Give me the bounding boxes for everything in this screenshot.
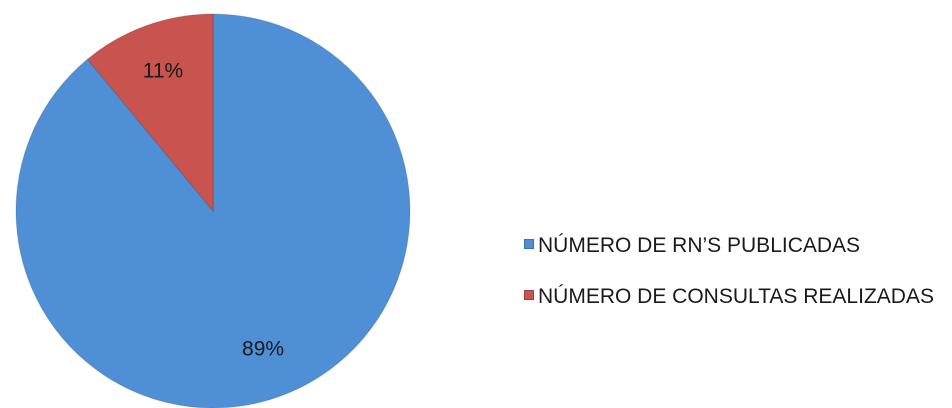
- legend-item: NÚMERO DE CONSULTAS REALIZADAS: [524, 284, 950, 309]
- data-label: 11%: [143, 60, 183, 83]
- legend-label: NÚMERO DE CONSULTAS REALIZADAS: [538, 285, 934, 308]
- legend-label: NÚMERO DE RN’S PUBLICADAS: [538, 234, 861, 257]
- pie-slice: [86, 13, 214, 213]
- data-label: 89%: [242, 338, 284, 361]
- legend-swatch: [524, 290, 534, 300]
- legend-item: NÚMERO DE RN’S PUBLICADAS: [524, 233, 950, 258]
- legend-swatch: [524, 239, 534, 249]
- pie-slice: [15, 13, 411, 408]
